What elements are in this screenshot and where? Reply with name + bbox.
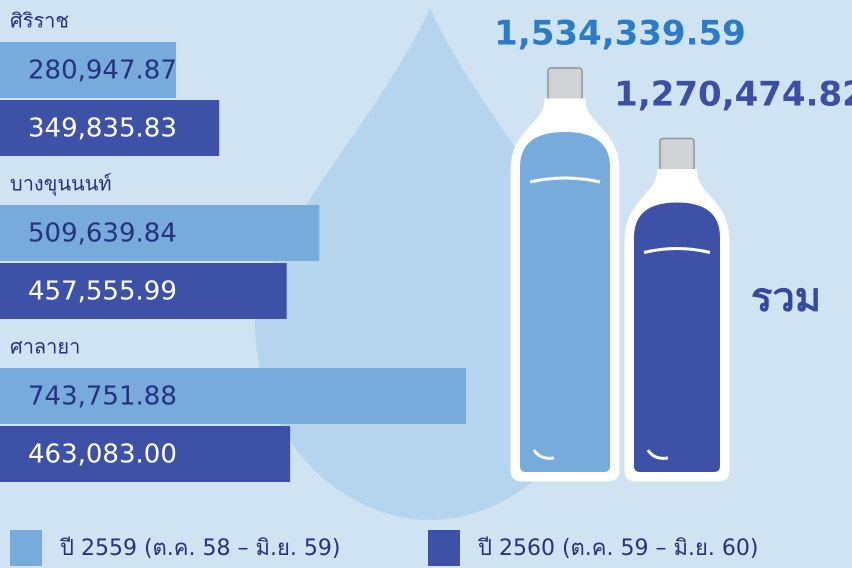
total-value-label: 1,534,339.59 <box>494 14 746 54</box>
value-label: 280,947.87 <box>28 56 177 86</box>
value-label: 463,083.00 <box>28 440 177 470</box>
category-label: บางขุนนนท์ <box>10 172 112 197</box>
total-value-label: 1,270,474.82 <box>614 75 852 115</box>
chart: รวม ศิริราช 280,947.87 349,835.83 บางขุนนนท… <box>0 0 852 568</box>
bottle-water <box>634 203 720 472</box>
bottle-water <box>520 132 610 472</box>
category-label: ศิริราช <box>10 9 69 33</box>
page: {"chart_data": {"type": "bar", "categori… <box>0 0 852 568</box>
legend-label: ปี 2559 (ต.ค. 58 – มิ.ย. 59) <box>59 536 341 561</box>
value-label: 743,751.88 <box>28 382 177 412</box>
total-bottle <box>626 139 728 480</box>
category-label: ศาลายา <box>10 335 80 359</box>
value-label: 509,639.84 <box>28 219 177 249</box>
bottle-cap <box>660 139 694 171</box>
value-label: 457,555.99 <box>28 277 177 307</box>
value-label: 349,835.83 <box>28 114 177 144</box>
totals-label: รวม <box>751 275 821 321</box>
bottle-cap <box>548 68 582 100</box>
legend-swatch <box>10 530 42 566</box>
legend-swatch <box>428 530 460 566</box>
total-bottle <box>512 68 618 480</box>
legend-label: ปี 2560 (ต.ค. 59 – มิ.ย. 60) <box>477 536 759 561</box>
